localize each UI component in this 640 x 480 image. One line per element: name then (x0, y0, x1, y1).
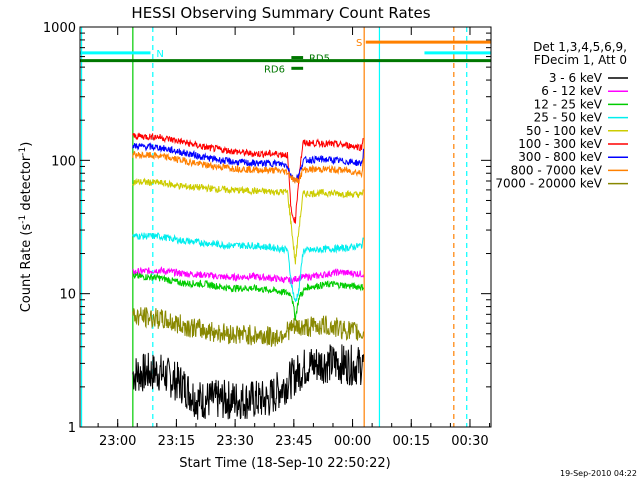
series-line-8 (132, 307, 364, 347)
series-line-3 (132, 231, 364, 303)
plot-area: N S RD5 RD6 (80, 27, 491, 427)
legend-header-line-2: FDecim 1, Att 0 (534, 53, 627, 67)
x-tick-label-2: 23:30 (216, 434, 253, 449)
x-tick-label-4: 00:00 (334, 434, 371, 449)
legend-label-1: 6 - 12 keV (541, 84, 603, 98)
legend-label-0: 3 - 6 keV (549, 71, 603, 85)
flag-label-1: S (356, 38, 362, 49)
x-tick-label-6: 00:30 (451, 434, 488, 449)
y-axis: 1 10 100 1000 (43, 21, 491, 436)
y-tick-label-1: 10 (59, 288, 76, 303)
series-line-7 (132, 150, 364, 184)
legend-label-2: 12 - 25 keV (534, 97, 603, 111)
x-tick-label-0: 23:00 (99, 434, 136, 449)
series-line-2 (132, 271, 364, 321)
y-axis-label: Count Rate (s-1 detector-1) (18, 142, 34, 313)
footer-date: 19-Sep-2010 04:22 (560, 469, 637, 478)
legend-label-4: 50 - 100 keV (526, 124, 603, 138)
legend-label-3: 25 - 50 keV (534, 111, 603, 125)
y-tick-label-0: 1 (68, 421, 76, 436)
legend-label-8: 7000 - 20000 keV (495, 177, 602, 191)
legend-label-5: 100 - 300 keV (518, 137, 602, 151)
series-line-5 (132, 132, 364, 224)
series-line-4 (132, 177, 364, 265)
legend-label-6: 300 - 800 keV (518, 150, 602, 164)
series-line-1 (132, 266, 364, 285)
legend-label-7: 800 - 7000 keV (511, 163, 603, 177)
flag-label-3: RD6 (264, 64, 285, 75)
legend-header-line-1: Det 1,3,4,5,6,9, (533, 40, 627, 54)
x-tick-label-1: 23:15 (158, 434, 195, 449)
x-tick-label-3: 23:45 (275, 434, 312, 449)
y-tick-label-3: 1000 (43, 21, 76, 36)
y-tick-label-2: 100 (51, 154, 76, 169)
series-line-6 (132, 142, 364, 183)
x-axis: 23:00 23:15 23:30 23:45 00:00 00:15 00:30 (97, 27, 491, 449)
series-line-0 (132, 344, 364, 420)
flag-label-0: N (156, 49, 163, 60)
plot-frame (79, 26, 492, 428)
x-tick-label-5: 00:15 (393, 434, 430, 449)
legend: Det 1,3,4,5,6,9, FDecim 1, Att 0 3 - 6 k… (495, 40, 628, 191)
chart-title: HESSI Observing Summary Count Rates (131, 4, 430, 22)
x-axis-label: Start Time (18-Sep-10 22:50:22) (179, 456, 390, 471)
flag-label-2: RD5 (309, 54, 330, 65)
